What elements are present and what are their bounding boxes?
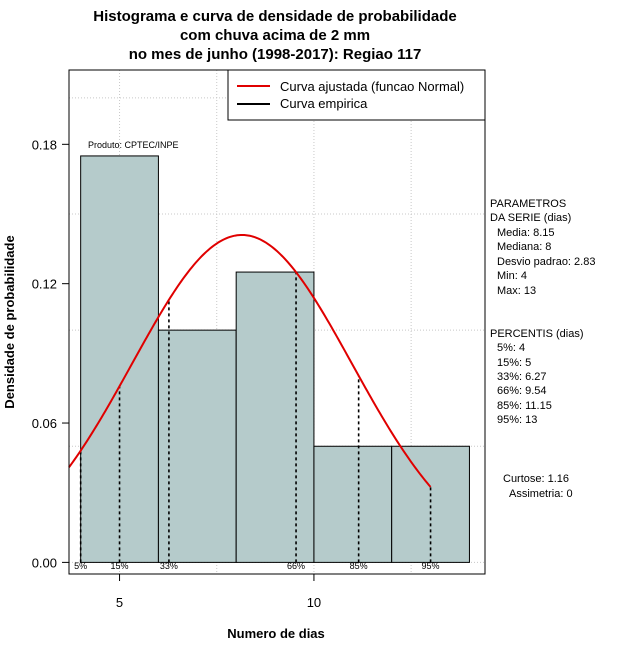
- param-desvio: Desvio padrao: 2.83: [497, 256, 595, 268]
- percentil-66: 66%: 9.54: [497, 385, 547, 397]
- assimetria-text: Assimetria: 0: [509, 488, 573, 500]
- percentil-33: 33%: 6.27: [497, 371, 547, 383]
- chart-title-line-3: no mes de junho (1998-2017): Regiao 117: [129, 46, 422, 63]
- percentile-labels: 5% 15% 33% 66% 85% 95%: [74, 561, 439, 571]
- axes: 5 10 0.00 0.06 0.12 0.18: [32, 137, 321, 610]
- percentil-85: 85%: 11.15: [497, 400, 552, 412]
- product-label: Produto: CPTEC/INPE: [88, 140, 179, 150]
- percentil-15: 15%: 5: [497, 357, 531, 369]
- histogram-bar-1: [157, 329, 237, 563]
- param-mediana: Mediana: 8: [497, 241, 551, 253]
- percentile-label-3: 66%: [287, 561, 305, 571]
- percentil-95: 95%: 13: [497, 414, 537, 426]
- x-tick-label-0: 5: [116, 595, 123, 610]
- normal-curve: [68, 233, 432, 488]
- legend-fitted-label: Curva ajustada (funcao Normal): [280, 79, 464, 94]
- percentile-label-2: 33%: [160, 561, 178, 571]
- percentile-lines: [79, 272, 432, 563]
- params-title-1: PARAMETROS: [490, 198, 566, 210]
- percentile-label-1: 15%: [111, 561, 129, 571]
- y-tick-label-2: 0.12: [32, 277, 57, 292]
- x-axis-title: Numero de dias: [227, 626, 325, 641]
- y-tick-label-3: 0.18: [32, 137, 57, 152]
- y-tick-label-1: 0.06: [32, 416, 57, 431]
- side-panel: PARAMETROS DA SERIE (dias) Media: 8.15 M…: [490, 198, 595, 500]
- legend-empirical-label: Curva empirica: [280, 96, 368, 111]
- histogram-bar-3: [313, 445, 393, 563]
- histogram-bar-4: [391, 445, 470, 563]
- histogram-bar-2: [235, 271, 315, 563]
- params-title-2: DA SERIE (dias): [490, 212, 571, 224]
- param-media: Media: 8.15: [497, 227, 554, 239]
- y-axis-title: Densidade de probabilidade: [2, 235, 17, 408]
- percentil-5: 5%: 4: [497, 342, 525, 354]
- param-max: Max: 13: [497, 285, 536, 297]
- percentile-label-4: 85%: [350, 561, 368, 571]
- curtose-text: Curtose: 1.16: [503, 473, 569, 485]
- percentile-label-5: 95%: [422, 561, 440, 571]
- chart-title-line-1: Histograma e curva de densidade de proba…: [93, 8, 456, 25]
- chart-title-line-2: com chuva acima de 2 mm: [180, 27, 370, 44]
- legend: Curva ajustada (funcao Normal) Curva emp…: [227, 69, 486, 121]
- histogram-bars: [80, 155, 470, 563]
- percentile-label-0: 5%: [74, 561, 87, 571]
- y-tick-label-0: 0.00: [32, 555, 57, 570]
- param-min: Min: 4: [497, 270, 527, 282]
- x-tick-label-1: 10: [307, 595, 321, 610]
- legend-box: [227, 69, 486, 121]
- percentis-title: PERCENTIS (dias): [490, 328, 584, 340]
